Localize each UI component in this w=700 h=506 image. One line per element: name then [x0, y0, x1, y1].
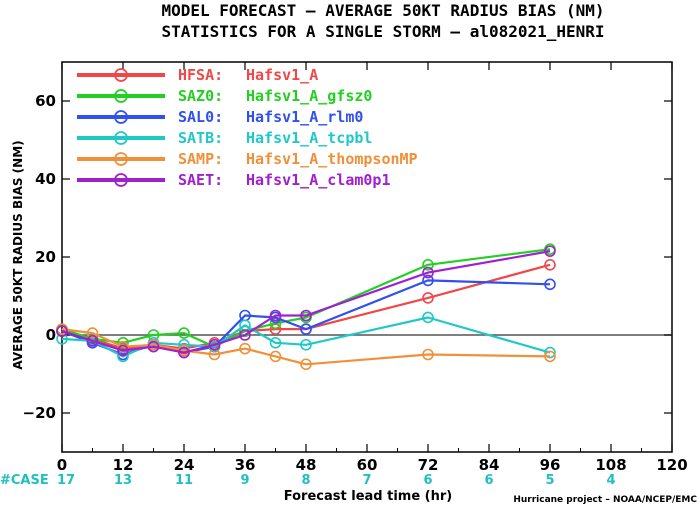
plot-axes: 0 12 24 36 48 60 72 84 96 108 120 −20 0 20 40 60 [23, 61, 688, 474]
data-point [239, 329, 251, 341]
data-point [269, 350, 282, 363]
legend-label: Hafsv1_A [246, 66, 318, 84]
x-tick-label: 72 [418, 456, 439, 474]
chart-title: MODEL FORECAST – AVERAGE 50KT RADIUS BIA… [161, 1, 604, 20]
legend-label: Hafsv1_A_tcpbl [246, 129, 372, 147]
plot-frame [61, 61, 673, 453]
case-count: 11 [175, 473, 193, 488]
x-tick-label: 120 [656, 456, 687, 474]
y-tick-label: −20 [23, 404, 56, 422]
legend-name: HFSA: [178, 66, 223, 84]
series-line [61, 263, 551, 350]
series-line [61, 316, 551, 358]
legend-entry-2: SAL0: Hafsv1_A_rlm0 [77, 108, 363, 126]
data-point [544, 245, 556, 257]
case-count: 8 [301, 473, 310, 488]
x-tick-label: 12 [113, 456, 134, 474]
data-point [117, 340, 129, 353]
data-point [422, 311, 434, 324]
case-count: 13 [114, 473, 132, 488]
case-count: 6 [423, 473, 432, 488]
data-point [178, 346, 190, 359]
legend-name: SAMP: [178, 150, 223, 168]
data-point [544, 258, 556, 271]
legend-label: Hafsv1_A_gfsz0 [246, 87, 372, 105]
legend-entry-0: HFSA: Hafsv1_A [77, 66, 318, 84]
data-point [117, 336, 129, 349]
x-tick-label: 60 [357, 456, 378, 474]
case-count: 4 [606, 473, 615, 488]
legend: HFSA: Hafsv1_A SAZ0: Hafsv1_A_gfsz0 SAL0: Haf… [77, 66, 418, 189]
legend-entry-4: SAMP: Hafsv1_A_thompsonMP [77, 150, 418, 168]
data-point [422, 292, 434, 304]
y-tick-label: 60 [35, 92, 56, 110]
legend-marker [114, 173, 128, 187]
data-point [544, 278, 556, 291]
data-point [117, 344, 129, 357]
data-point [147, 340, 160, 353]
data-point [239, 342, 251, 355]
data-point [208, 338, 221, 351]
y-tick-label: 0 [46, 326, 56, 344]
legend-label: Hafsv1_A_thompsonMP [246, 150, 418, 168]
data-point [269, 309, 282, 322]
series-line [61, 328, 551, 366]
legend-marker [114, 152, 128, 166]
legend-marker [114, 131, 128, 145]
legend-name: SAZ0: [178, 87, 223, 105]
legend-label: Hafsv1_A_clam0p1 [246, 171, 391, 189]
data-point [86, 327, 99, 339]
case-count: 6 [484, 473, 493, 488]
data-point [86, 335, 99, 347]
legend-name: SATB: [178, 129, 223, 147]
data-point [300, 338, 312, 351]
data-point [544, 346, 556, 359]
y-tick-label: 20 [35, 248, 56, 266]
data-point [422, 266, 434, 279]
legend-entry-1: SAZ0: Hafsv1_A_gfsz0 [77, 87, 372, 105]
data-point [422, 348, 434, 361]
x-tick-label: 84 [479, 456, 500, 474]
legend-label: Hafsv1_A_rlm0 [246, 108, 363, 126]
x-tick-label: 36 [235, 456, 256, 474]
legend-name: SAET: [178, 171, 223, 189]
x-tick-label: 24 [174, 456, 195, 474]
data-point [544, 350, 556, 363]
credit-label: Hurricane project – NOAA/NCEP/EMC [513, 495, 697, 505]
data-point [422, 258, 434, 271]
x-tick-label: 96 [540, 456, 561, 474]
x-axis-label: Forecast lead time (hr) [284, 489, 452, 504]
legend-marker [114, 89, 128, 103]
legend-marker [114, 68, 128, 82]
data-point [56, 325, 68, 337]
data-point [422, 274, 434, 287]
legend-name: SAL0: [178, 108, 223, 126]
legend-entry-5: SAET: Hafsv1_A_clam0p1 [77, 171, 391, 189]
case-count: 7 [362, 473, 371, 488]
data-point [300, 323, 312, 335]
x-tick-label: 48 [296, 456, 317, 474]
data-point [300, 358, 312, 371]
legend-marker [114, 110, 128, 124]
series-5 [56, 245, 556, 359]
x-tick-label: 0 [57, 456, 67, 474]
case-count: 17 [57, 473, 75, 488]
y-axis-label: AVERAGE 50KT RADIUS BIAS (NM) [11, 140, 25, 369]
legend-entry-3: SATB: Hafsv1_A_tcpbl [77, 129, 372, 147]
series-4 [56, 323, 556, 371]
series-layer [56, 243, 556, 371]
case-count: 9 [240, 473, 249, 488]
case-counts: #CASE 17 13 11 9 8 7 6 6 5 4 [0, 473, 616, 488]
chart-subtitle: STATISTICS FOR A SINGLE STORM – al082021… [161, 22, 604, 41]
case-count: 5 [545, 473, 554, 488]
case-label: #CASE [0, 473, 49, 488]
y-tick-label: 40 [35, 170, 56, 188]
data-point [300, 309, 312, 322]
x-tick-label: 108 [595, 456, 626, 474]
series-line [61, 250, 551, 354]
data-point [178, 327, 190, 339]
data-point [269, 336, 282, 349]
